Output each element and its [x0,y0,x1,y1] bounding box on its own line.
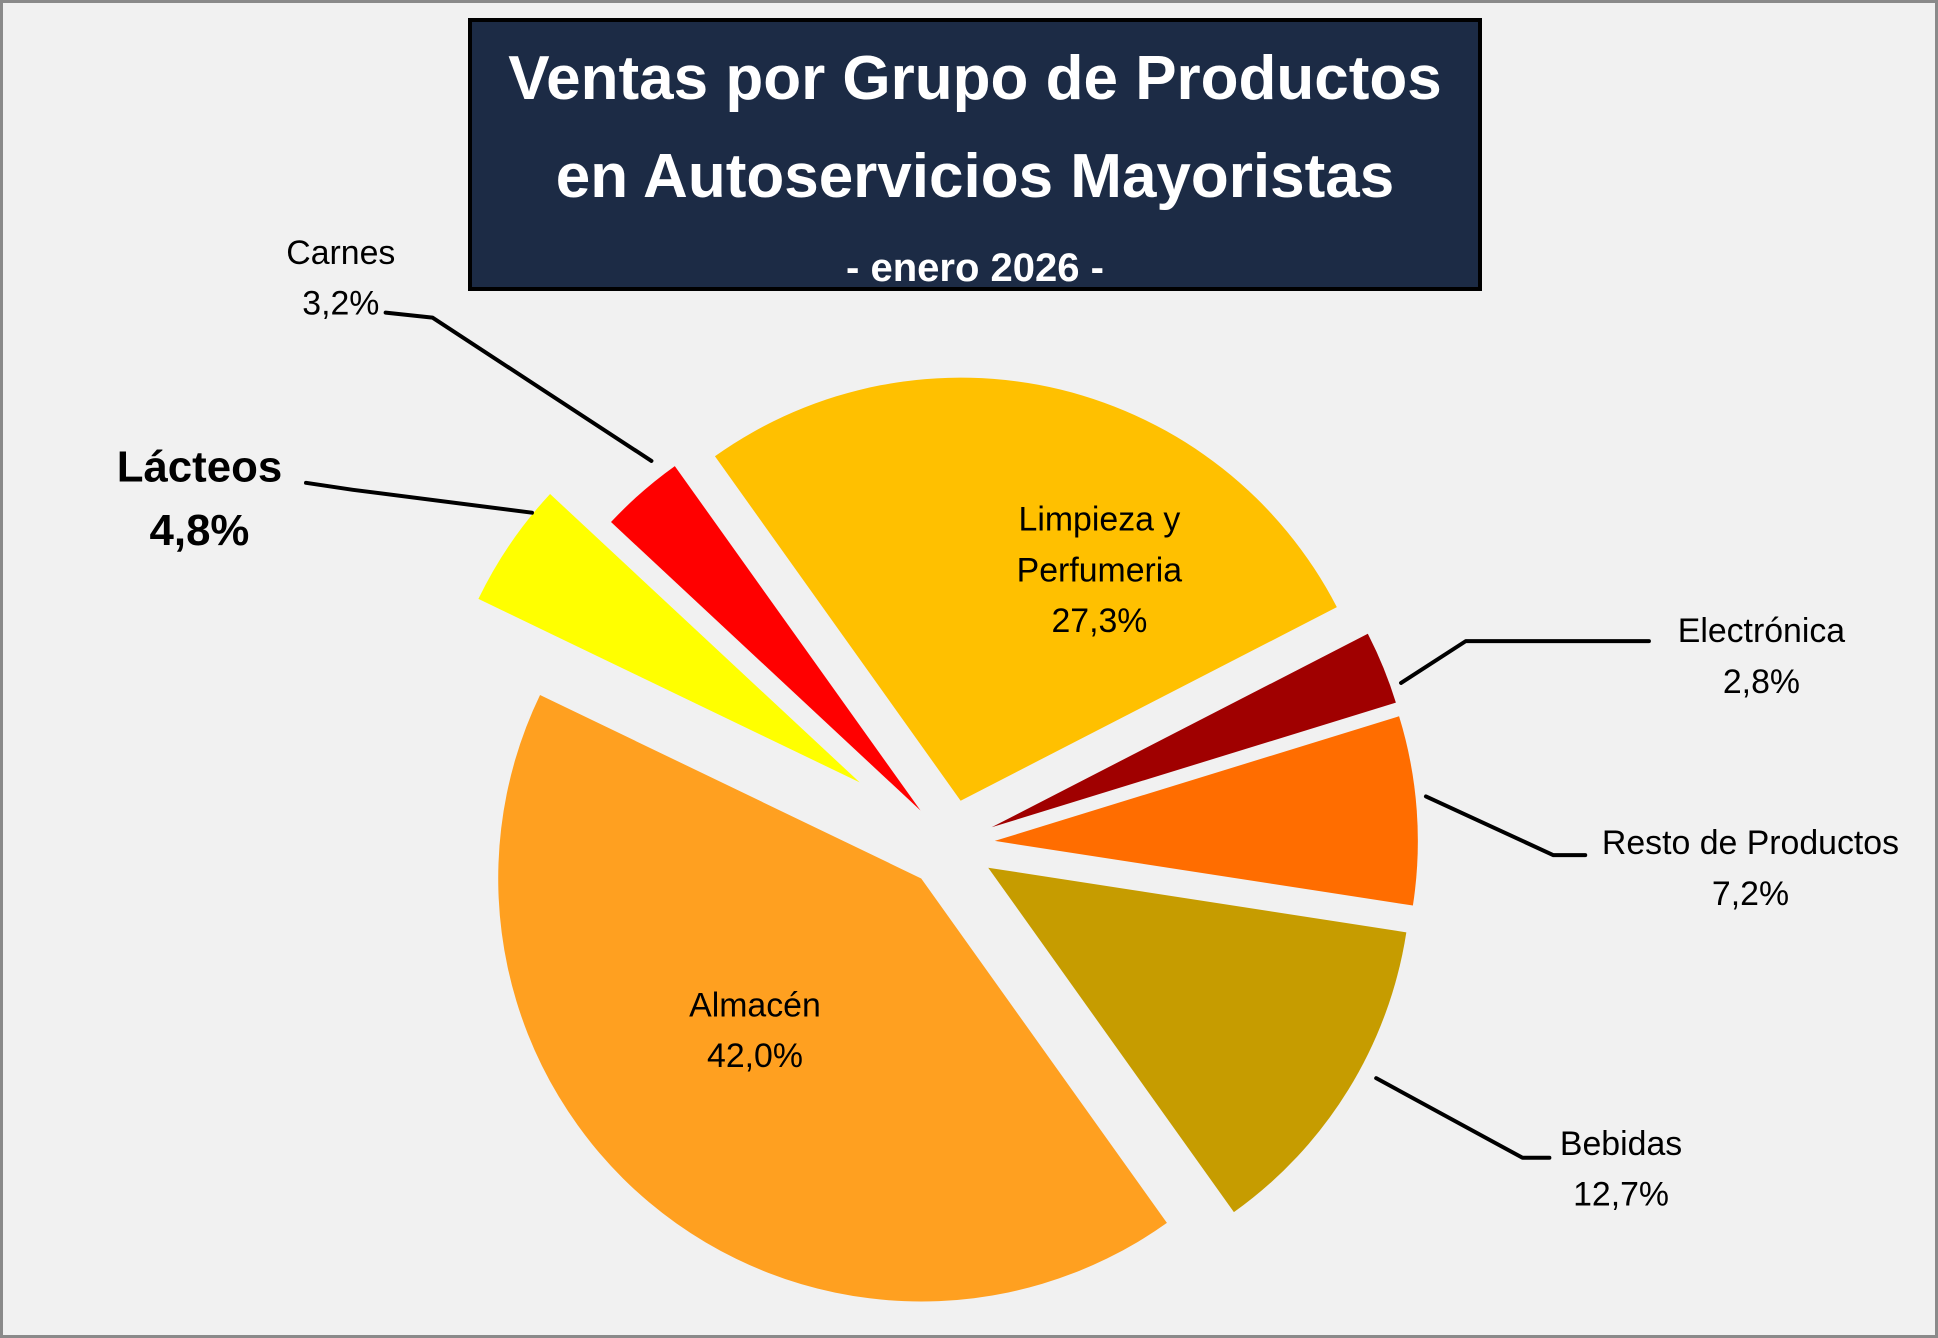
slice-label-almacen-line2: 42,0% [707,1037,803,1075]
chart-title-box: Ventas por Grupo de Productos en Autoser… [468,18,1482,291]
pie-slice-resto-de-productos [994,716,1418,906]
slice-label-resto-de-productos-line1: Resto de Productos [1602,824,1899,862]
slice-label-electronica-line1: Electrónica [1678,612,1846,650]
leader-line-bebidas [1374,1076,1552,1160]
slice-label-carnes-line1: Carnes [286,234,395,272]
slice-label-almacen-line1: Almacén [689,986,821,1024]
slice-label-limpieza-y-perfumeria-line3: 27,3% [1051,602,1147,640]
chart-title-line2: en Autoservicios Mayoristas [555,142,1395,211]
slice-label-limpieza-y-perfumeria-line2: Perfumeria [1017,551,1183,589]
pie-chart: Limpieza y Perfumeria 27,3% Electrónica 2,8%… [117,234,1899,1302]
slice-label-limpieza-y-perfumeria: Limpieza y Perfumeria 27,3% [1017,501,1183,641]
leader-line-resto-de-productos [1423,794,1588,858]
slice-label-carnes: Carnes 3,2% [286,234,395,323]
pie-slice-bebidas [988,867,1407,1213]
slice-label-lacteos: Lácteos 4,8% [117,442,283,555]
slice-label-carnes-line2: 3,2% [302,285,379,323]
leader-line-electronica [1399,639,1651,685]
slice-label-bebidas-line1: Bebidas [1560,1125,1682,1163]
chart-title-line3: - enero 2026 - [846,246,1104,290]
slice-label-bebidas-line2: 12,7% [1573,1176,1669,1214]
slice-label-resto-de-productos-line2: 7,2% [1712,875,1789,913]
slice-label-electronica: Electrónica 2,8% [1678,612,1846,701]
slice-label-bebidas: Bebidas 12,7% [1560,1125,1682,1214]
pie-slice-limpieza-y-perfumeria [714,377,1337,801]
slice-label-lacteos-line2: 4,8% [150,506,250,555]
leader-line-carnes [383,310,654,463]
slice-label-limpieza-y-perfumeria-line1: Limpieza y [1019,501,1181,539]
pie-slice-almacen [498,694,1167,1302]
slice-label-almacen: Almacén 42,0% [689,986,821,1075]
slice-label-resto-de-productos: Resto de Productos 7,2% [1602,824,1899,913]
pie-slice-carnes [611,466,921,811]
chart-title-line1: Ventas por Grupo de Productos [508,44,1442,113]
pie-slice-electronica [991,633,1396,828]
slice-label-electronica-line2: 2,8% [1723,663,1800,701]
leader-line-lacteos [303,480,534,515]
slice-label-lacteos-line1: Lácteos [117,442,283,491]
pie-slice-lacteos [478,493,860,783]
